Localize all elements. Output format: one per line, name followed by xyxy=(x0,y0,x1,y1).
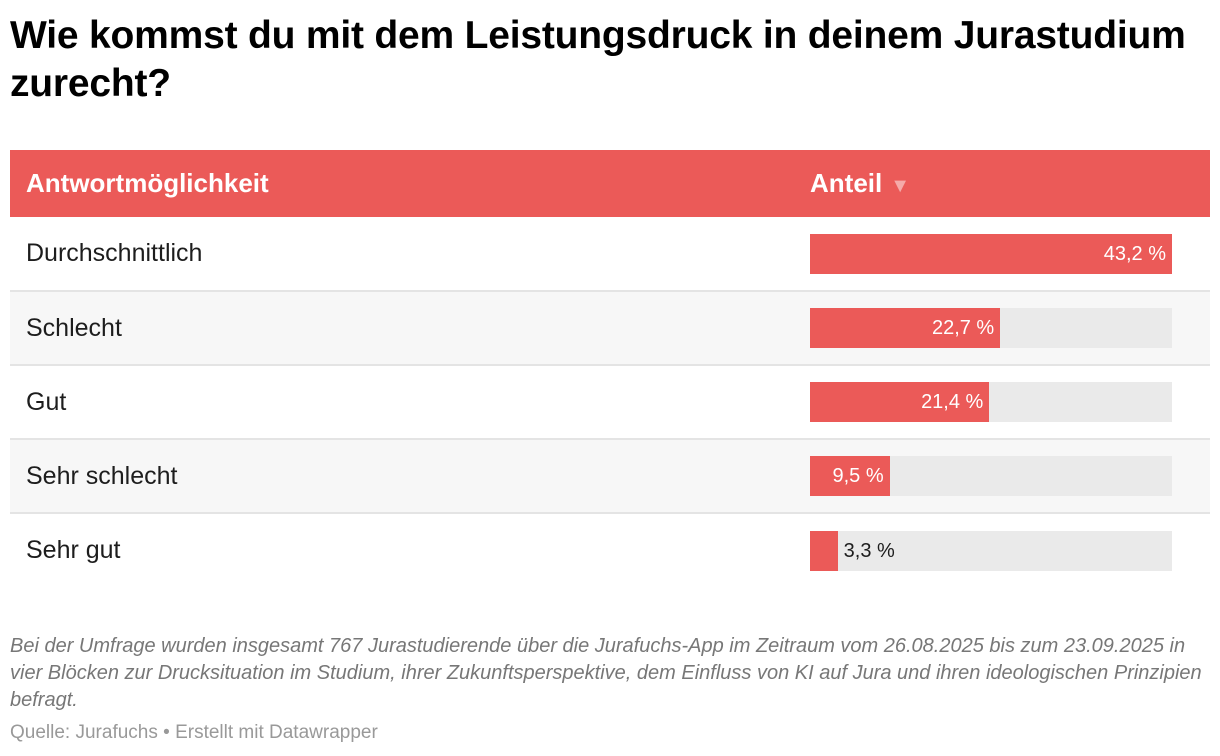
bar-value-label: 22,7 % xyxy=(931,317,995,339)
chart-title: Wie kommst du mit dem Leistungsdruck in … xyxy=(10,14,1186,105)
bar-track: 9,5 % xyxy=(810,456,1172,496)
bar-track: 3,3 % xyxy=(810,530,1172,571)
data-table: Antwortmöglichkeit Anteil ▼ Durchschnittl… xyxy=(10,150,1210,587)
table-header: Antwortmöglichkeit Anteil ▼ xyxy=(10,150,1210,217)
bar xyxy=(810,530,838,571)
share-cell: 22,7 % xyxy=(804,291,1210,365)
table-row: Sehr gut 3,3 % xyxy=(10,513,1210,587)
answer-label: Sehr gut xyxy=(26,536,121,564)
table-row: Gut 21,4 % xyxy=(10,365,1210,439)
table-row: Durchschnittlich 43,2 % xyxy=(10,217,1210,291)
bar-value-label: 43,2 % xyxy=(1103,242,1166,265)
bar xyxy=(810,233,1172,274)
bar-track: 21,4 % xyxy=(810,382,1172,422)
share-cell: 3,3 % xyxy=(804,513,1210,587)
notes: Bei der Umfrage wurden insgesamt 767 Jur… xyxy=(10,635,1202,711)
answer-label: Gut xyxy=(26,387,67,416)
table-row: Sehr schlecht 9,5 % xyxy=(10,439,1210,513)
share-cell: 43,2 % xyxy=(804,217,1210,291)
bar xyxy=(810,308,1001,348)
bar-value-label: 21,4 % xyxy=(921,391,984,413)
table-row: Schlecht 22,7 % xyxy=(10,291,1210,365)
answer-label: Sehr schlecht xyxy=(26,461,178,490)
triangle-down-icon: ▼ xyxy=(890,175,911,197)
bar-track: 43,2 % xyxy=(810,233,1172,274)
answer-label: Durchschnittlich xyxy=(26,239,203,267)
share-cell: 9,5 % xyxy=(804,439,1210,513)
bar-track: 22,7 % xyxy=(810,308,1172,348)
source: Quelle: Jurafuchs • Erstellt mit Datawra… xyxy=(10,722,378,743)
column-header-share[interactable]: Anteil ▼ xyxy=(810,168,911,198)
bar-value-label: 9,5 % xyxy=(832,465,884,487)
bar-value-label: 3,3 % xyxy=(843,539,895,562)
bar xyxy=(810,382,990,422)
answer-label: Schlecht xyxy=(26,313,122,342)
column-header-answer[interactable]: Antwortmöglichkeit xyxy=(26,168,269,198)
share-cell: 21,4 % xyxy=(804,365,1210,439)
bar xyxy=(810,456,890,496)
